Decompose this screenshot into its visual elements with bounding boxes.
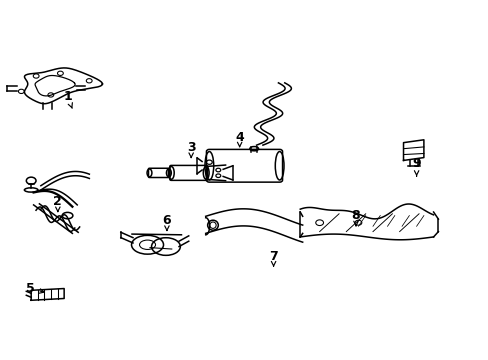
Text: 2: 2 <box>53 195 62 211</box>
Text: 4: 4 <box>235 131 244 147</box>
Text: 5: 5 <box>26 282 44 295</box>
Text: 1: 1 <box>63 90 72 108</box>
Text: 8: 8 <box>351 209 360 226</box>
Text: 6: 6 <box>163 215 171 230</box>
Text: 3: 3 <box>186 141 195 158</box>
Text: 9: 9 <box>411 157 420 176</box>
Text: 7: 7 <box>269 250 277 266</box>
